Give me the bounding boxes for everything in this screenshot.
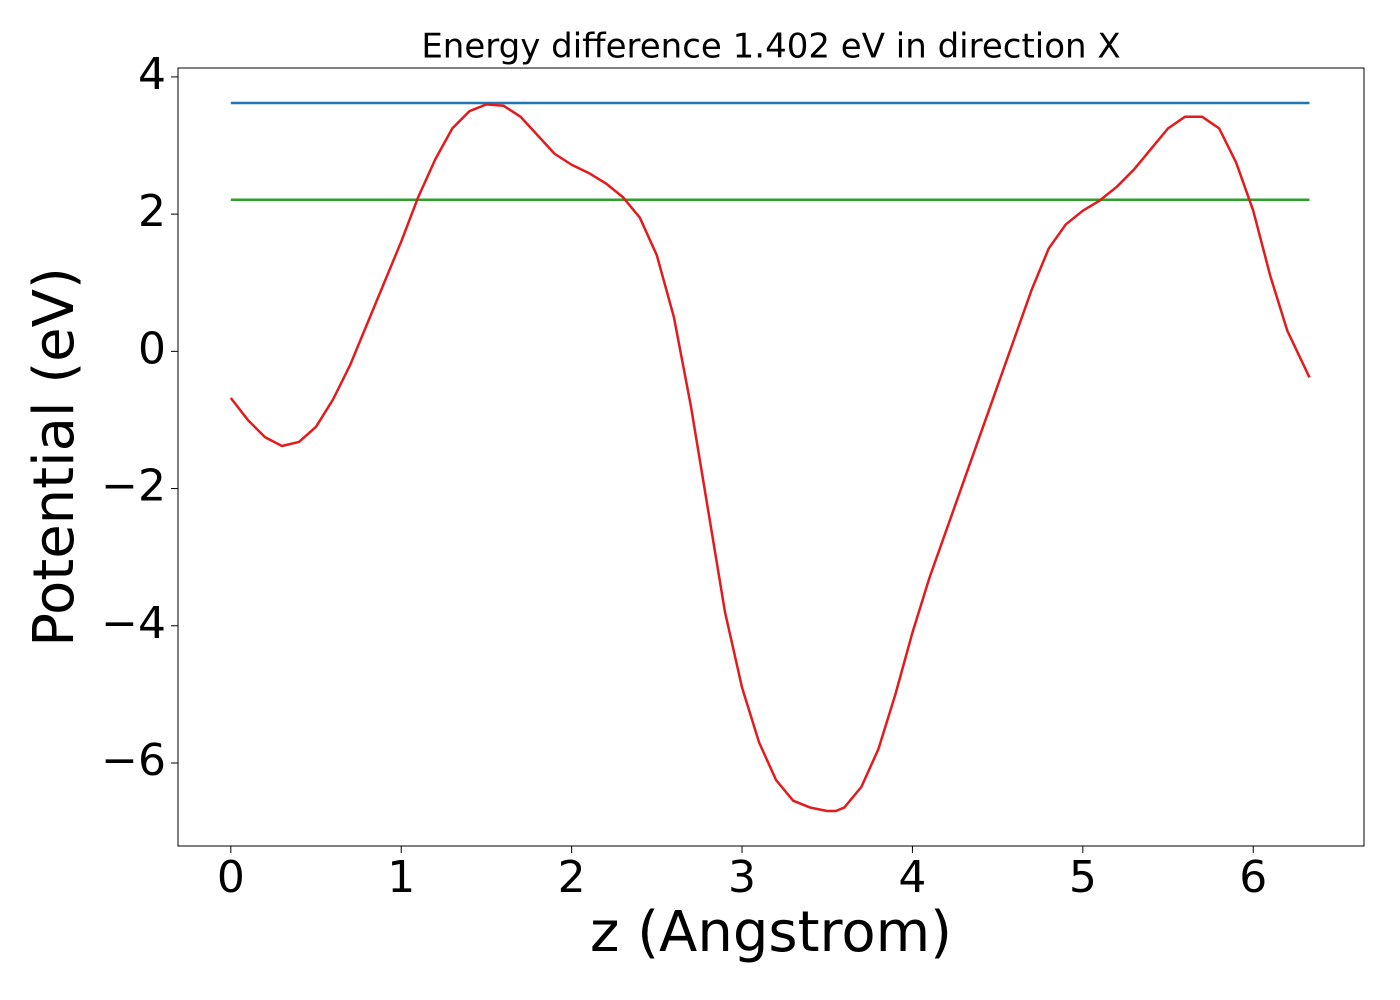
plot-frame (177, 67, 1365, 847)
series-line (229, 103, 1311, 813)
x-tick-label: 0 (217, 852, 245, 903)
x-tick-label: 2 (558, 852, 586, 903)
x-tick-label: 4 (898, 852, 926, 903)
y-tick-label: 2 (138, 186, 166, 237)
x-axis-label: z (Angstrom) (590, 900, 952, 965)
x-tick-label: 6 (1239, 852, 1267, 903)
x-tick-label: 1 (387, 852, 415, 903)
y-tick-label: −4 (101, 598, 166, 649)
y-axis-label: Potential (eV) (22, 267, 87, 647)
y-tick-label: 0 (138, 323, 166, 374)
chart-title: Energy difference 1.402 eV in direction … (421, 27, 1120, 67)
y-tick-label: −6 (101, 735, 166, 786)
x-tick-label: 5 (1069, 852, 1097, 903)
y-tick-label: 4 (138, 49, 166, 100)
x-tick-label: 3 (728, 852, 756, 903)
y-tick-label: −2 (101, 461, 166, 512)
